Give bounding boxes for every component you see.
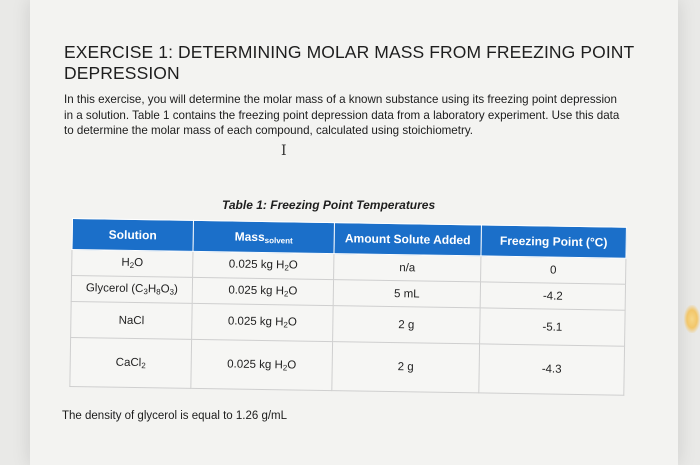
formula-text: CaCl: [115, 356, 142, 369]
cell-solute: 2 g: [331, 341, 480, 393]
freezing-point-table: Solution Masssolvent Amount Solute Added…: [69, 218, 627, 396]
formula-text: Glycerol (C: [85, 282, 144, 296]
formula-text: O: [134, 256, 144, 270]
header-mass-label: Mass: [234, 229, 265, 244]
cell-solution: H2O: [71, 249, 193, 278]
formula-text: NaCl: [118, 314, 145, 327]
cell-freezing: -5.1: [479, 307, 626, 347]
cell-mass: 0.025 kg H2O: [190, 339, 333, 391]
cell-freezing: -4.2: [480, 281, 626, 311]
table-row: CaCl2 0.025 kg H2O 2 g -4.3: [69, 337, 625, 396]
header-mass-solvent: Masssolvent: [192, 220, 335, 254]
formula-text: ): [173, 283, 178, 296]
formula-text: 0.025 kg H: [228, 284, 285, 298]
cell-solution: CaCl2: [69, 337, 192, 389]
header-amount-solute: Amount Solute Added: [333, 222, 482, 256]
formula-text: O: [287, 358, 297, 372]
cell-mass: 0.025 kg H2O: [191, 303, 334, 342]
cell-solute: 5 mL: [333, 279, 481, 308]
table-caption: Table 1: Freezing Point Temperatures: [222, 198, 436, 212]
header-solution: Solution: [72, 218, 194, 252]
cell-mass: 0.025 kg H2O: [192, 251, 334, 280]
screen-glare: [684, 305, 700, 333]
cell-solute: n/a: [333, 253, 481, 282]
formula-text: 0.025 kg H: [228, 258, 285, 272]
formula-text: O: [160, 283, 170, 296]
exercise-intro: In this exercise, you will determine the…: [64, 93, 620, 137]
formula-text: O: [288, 285, 298, 298]
header-mass-subscript: solvent: [264, 235, 293, 245]
cell-solution: NaCl: [70, 301, 193, 340]
text-cursor-icon: I: [281, 143, 287, 159]
formula-text: 0.025 kg H: [227, 357, 283, 371]
formula-subscript: 2: [141, 360, 146, 370]
cell-freezing: 0: [480, 255, 626, 285]
glycerol-density-note: The density of glycerol is equal to 1.26…: [62, 410, 288, 422]
header-freezing-point: Freezing Point (°C): [480, 224, 627, 259]
cell-mass: 0.025 kg H2O: [192, 277, 334, 306]
formula-text: 0.025 kg H: [227, 315, 284, 329]
cell-solute: 2 g: [332, 305, 481, 344]
exercise-title: EXERCISE 1: DETERMINING MOLAR MASS FROM …: [64, 42, 635, 83]
formula-text: O: [287, 316, 297, 329]
formula-text: O: [288, 259, 298, 272]
cell-solution: Glycerol (C3H8O3): [71, 275, 193, 304]
cell-freezing: -4.3: [478, 343, 625, 396]
